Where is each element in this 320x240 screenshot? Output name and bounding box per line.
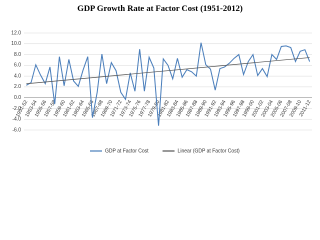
y-tick-label: 0.0: [14, 95, 21, 101]
y-tick-label: 6.0: [14, 63, 21, 69]
y-tick-label: 4.0: [14, 73, 21, 79]
legend-label: GDP at Factor Cost: [105, 148, 149, 154]
y-tick-label: 8.0: [14, 52, 21, 58]
trend-line: [26, 57, 310, 85]
background: [0, 0, 315, 160]
chart-title: GDP Growth Rate at Factor Cost (1951-201…: [77, 3, 243, 13]
data-line: [26, 42, 311, 126]
y-tick-label: -4.0: [12, 117, 21, 123]
y-tick-label: 10.0: [11, 41, 21, 47]
legend-label: Linear (GDP at Factor Cost): [178, 148, 240, 154]
y-tick-label: -2.0: [12, 106, 21, 112]
y-tick-label: 12.0: [11, 30, 21, 36]
y-tick-label: -6.0: [12, 127, 21, 133]
y-tick-label: 2.0: [14, 84, 21, 90]
chart: GDP Growth Rate at Factor Cost (1951-201…: [0, 0, 315, 160]
